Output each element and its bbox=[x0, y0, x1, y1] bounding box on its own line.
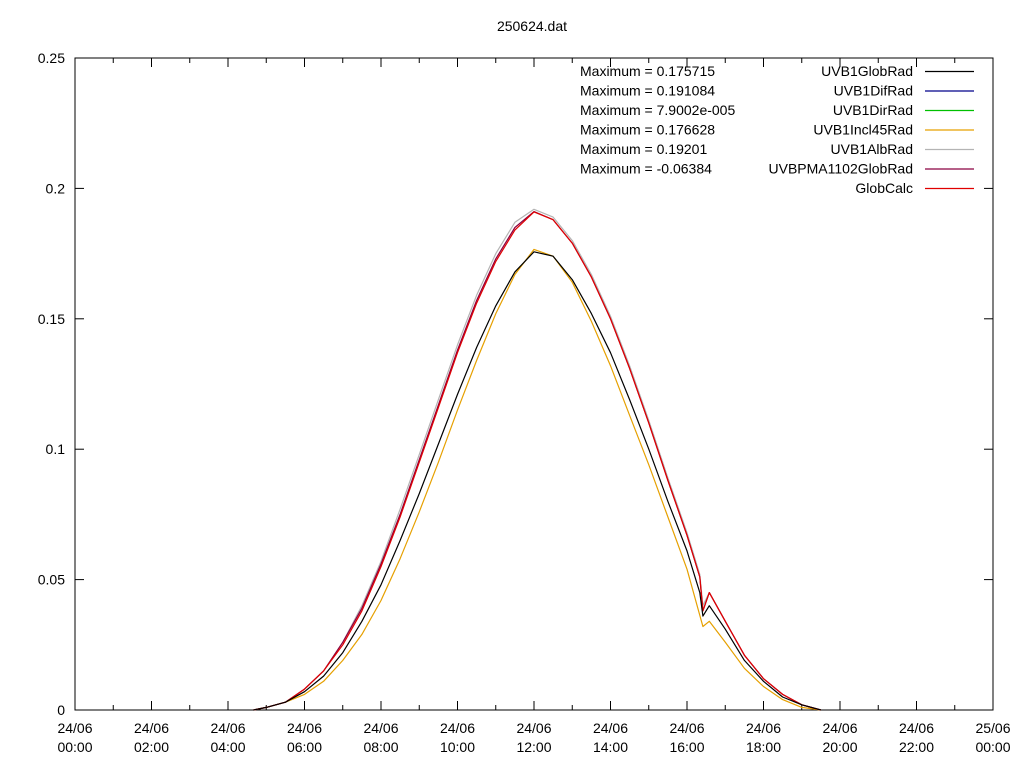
series-lines bbox=[253, 208, 822, 711]
x-tick-label-time: 08:00 bbox=[363, 739, 398, 755]
x-tick-label-date: 24/06 bbox=[822, 720, 857, 736]
legend-label: UVB1DirRad bbox=[833, 102, 913, 118]
x-tick-label-date: 24/06 bbox=[134, 720, 169, 736]
legend-label: GlobCalc bbox=[855, 180, 913, 196]
y-tick-label: 0.05 bbox=[38, 572, 65, 588]
series-line-uvb1incl45rad bbox=[253, 248, 821, 711]
y-tick-label: 0.15 bbox=[38, 311, 65, 327]
x-tick-label-time: 00:00 bbox=[975, 739, 1010, 755]
chart-title: 250624.dat bbox=[497, 18, 567, 34]
x-tick-label-time: 18:00 bbox=[746, 739, 781, 755]
x-tick-label-date: 24/06 bbox=[516, 720, 551, 736]
x-tick-label-time: 06:00 bbox=[287, 739, 322, 755]
x-tick-label-date: 24/06 bbox=[210, 720, 245, 736]
x-tick-label-time: 04:00 bbox=[210, 739, 245, 755]
legend-label: UVB1DifRad bbox=[834, 83, 913, 99]
x-tick-label-time: 14:00 bbox=[593, 739, 628, 755]
axis-tick-labels: 0 0.05 0.1 0.15 0.2 0.25 24/06 00:00 24/06 02:00 2… bbox=[38, 50, 1011, 755]
x-tick-label-time: 20:00 bbox=[822, 739, 857, 755]
x-tick-label-date: 24/06 bbox=[899, 720, 934, 736]
maximum-annotation: Maximum = 0.176628 bbox=[580, 122, 715, 138]
x-tick-label-date: 24/06 bbox=[593, 720, 628, 736]
x-tick-label-date: 24/06 bbox=[57, 720, 92, 736]
series-line-uvb1albrad bbox=[253, 208, 822, 711]
maximum-annotation: Maximum = 7.9002e-005 bbox=[580, 102, 735, 118]
legend-label: UVB1AlbRad bbox=[831, 141, 914, 157]
maximum-annotation: Maximum = 0.191084 bbox=[580, 83, 715, 99]
y-tick-label: 0.1 bbox=[46, 441, 66, 457]
y-tick-label: 0.25 bbox=[38, 50, 65, 66]
x-tick-label-time: 02:00 bbox=[134, 739, 169, 755]
x-tick-label-date: 24/06 bbox=[746, 720, 781, 736]
axis-ticks bbox=[74, 57, 994, 711]
x-tick-label-date: 24/06 bbox=[440, 720, 475, 736]
series-line-uvbpma1102globrad bbox=[253, 211, 822, 711]
x-tick-label-time: 22:00 bbox=[899, 739, 934, 755]
maximum-annotation: Maximum = -0.06384 bbox=[580, 161, 712, 177]
x-tick-label-time: 16:00 bbox=[669, 739, 704, 755]
y-tick-label: 0 bbox=[57, 702, 65, 718]
maximum-annotations: Maximum = 0.175715 Maximum = 0.191084 Maxi… bbox=[580, 63, 735, 177]
maximum-annotation: Maximum = 0.19201 bbox=[580, 141, 707, 157]
legend-label: UVB1Incl45Rad bbox=[813, 122, 913, 138]
maximum-annotation: Maximum = 0.175715 bbox=[580, 63, 715, 79]
legend-label: UVB1GlobRad bbox=[821, 63, 913, 79]
x-tick-label-date: 25/06 bbox=[975, 720, 1010, 736]
x-tick-label-time: 12:00 bbox=[516, 739, 551, 755]
x-tick-label-date: 24/06 bbox=[363, 720, 398, 736]
series-line-globcalc bbox=[253, 211, 822, 711]
x-tick-label-date: 24/06 bbox=[287, 720, 322, 736]
legend-label: UVBPMA1102GlobRad bbox=[769, 161, 913, 177]
x-tick-label-time: 00:00 bbox=[57, 739, 92, 755]
x-tick-label-time: 10:00 bbox=[440, 739, 475, 755]
series-line-uvb1globrad bbox=[253, 251, 822, 711]
x-tick-label-date: 24/06 bbox=[669, 720, 704, 736]
y-tick-label: 0.2 bbox=[46, 180, 66, 196]
legend: UVB1GlobRad UVB1DifRad UVB1DirRad UVB1Incl4… bbox=[769, 63, 974, 196]
